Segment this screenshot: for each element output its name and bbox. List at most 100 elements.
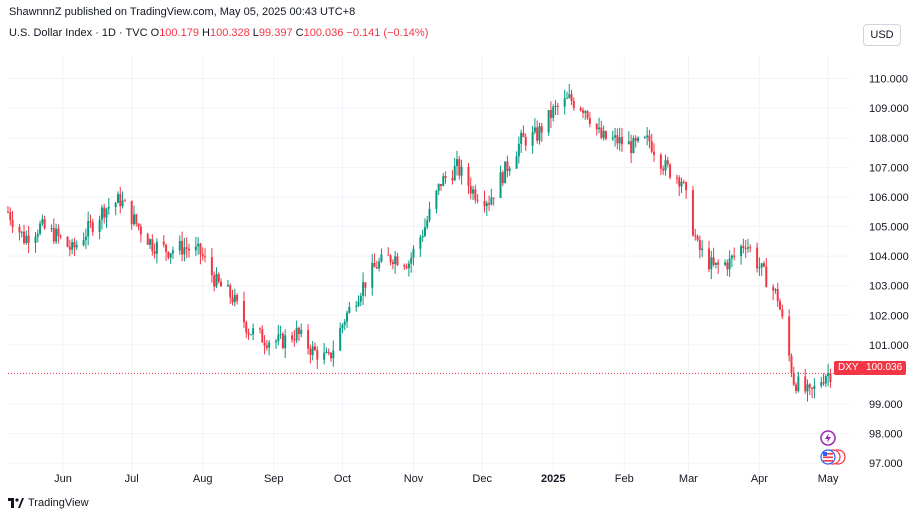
candle xyxy=(726,259,729,276)
candle xyxy=(155,238,158,264)
candle xyxy=(323,343,326,365)
candle xyxy=(236,293,239,305)
candle xyxy=(698,235,701,259)
x-tick-label: 2025 xyxy=(541,473,565,485)
candle xyxy=(659,152,662,176)
candle xyxy=(653,143,656,162)
y-tick-label: 98.000 xyxy=(869,429,903,441)
candle xyxy=(220,278,223,287)
candle xyxy=(171,246,174,259)
candle xyxy=(811,387,814,399)
candle xyxy=(11,211,14,233)
close-value: 100.036 xyxy=(303,27,344,39)
tradingview-logo[interactable]: TradingView xyxy=(8,497,89,509)
candle xyxy=(710,250,713,280)
candle xyxy=(263,335,266,355)
lightning-event-icon[interactable] xyxy=(820,430,836,446)
candle xyxy=(744,239,747,259)
high-label: H xyxy=(202,27,210,39)
candle xyxy=(691,185,694,237)
candle xyxy=(712,247,715,267)
candle xyxy=(348,301,351,314)
candle xyxy=(181,231,184,262)
candle xyxy=(391,259,394,270)
candle xyxy=(662,165,665,175)
candle xyxy=(132,205,135,226)
candle xyxy=(650,133,653,154)
candle xyxy=(217,272,220,284)
candle xyxy=(247,328,250,340)
candle xyxy=(66,236,69,248)
candle xyxy=(520,129,523,154)
candle xyxy=(327,348,330,356)
candle xyxy=(588,112,591,128)
candle xyxy=(258,327,261,334)
candle xyxy=(199,242,202,265)
candle xyxy=(756,242,759,273)
candle xyxy=(121,191,124,209)
chart-grid xyxy=(8,55,850,475)
candle xyxy=(485,200,488,217)
candle xyxy=(197,237,200,255)
candle xyxy=(499,165,502,199)
candle xyxy=(820,376,823,389)
candle xyxy=(533,118,536,135)
candle xyxy=(34,232,37,253)
candle xyxy=(435,189,438,214)
candle xyxy=(36,229,39,243)
candle xyxy=(669,163,672,180)
candle xyxy=(556,102,559,116)
candle xyxy=(107,198,110,215)
candle xyxy=(467,162,470,195)
candle xyxy=(488,195,491,212)
y-tick-label: 103.000 xyxy=(869,281,909,293)
candle xyxy=(325,347,328,354)
candle xyxy=(515,151,518,169)
candle xyxy=(538,122,541,145)
candle xyxy=(311,341,314,361)
x-tick-label: Nov xyxy=(404,473,424,485)
candle xyxy=(412,245,415,266)
candle xyxy=(781,304,784,319)
candle xyxy=(59,234,62,240)
candle xyxy=(765,258,768,288)
currency-button[interactable]: USD xyxy=(863,24,901,46)
candle xyxy=(824,374,827,387)
candle xyxy=(167,251,170,260)
candle xyxy=(153,243,156,259)
candle xyxy=(598,117,601,134)
y-axis: 110.000 109.000 108.000 107.000 106.000 105.0… xyxy=(869,74,909,471)
candle xyxy=(39,220,42,236)
candle xyxy=(355,300,358,312)
candle xyxy=(50,224,53,232)
candle xyxy=(439,183,442,191)
candle xyxy=(98,215,101,240)
candle xyxy=(284,329,287,358)
x-tick-label: Apr xyxy=(751,473,768,485)
high-value: 100.328 xyxy=(209,27,250,39)
candle xyxy=(772,284,775,301)
candle xyxy=(137,223,140,231)
candle xyxy=(540,122,543,143)
candle xyxy=(552,104,555,122)
candle xyxy=(389,254,392,266)
us-flag-event-icon[interactable] xyxy=(820,449,846,465)
y-tick-label: 101.000 xyxy=(869,340,909,352)
candle xyxy=(105,207,108,228)
candle xyxy=(341,323,344,334)
candles xyxy=(7,84,832,402)
candle xyxy=(165,243,168,261)
candle xyxy=(554,100,557,116)
candle xyxy=(291,331,294,343)
candle xyxy=(307,324,310,355)
candle xyxy=(595,123,598,136)
ticker-badge: DXY xyxy=(834,361,863,375)
candle xyxy=(627,131,630,145)
candle xyxy=(330,352,333,362)
candle xyxy=(23,224,26,245)
symbol-name[interactable]: U.S. Dollar Index · 1D · TVC xyxy=(9,27,148,39)
candle xyxy=(364,282,367,297)
candle xyxy=(428,201,431,223)
candle xyxy=(410,252,413,273)
